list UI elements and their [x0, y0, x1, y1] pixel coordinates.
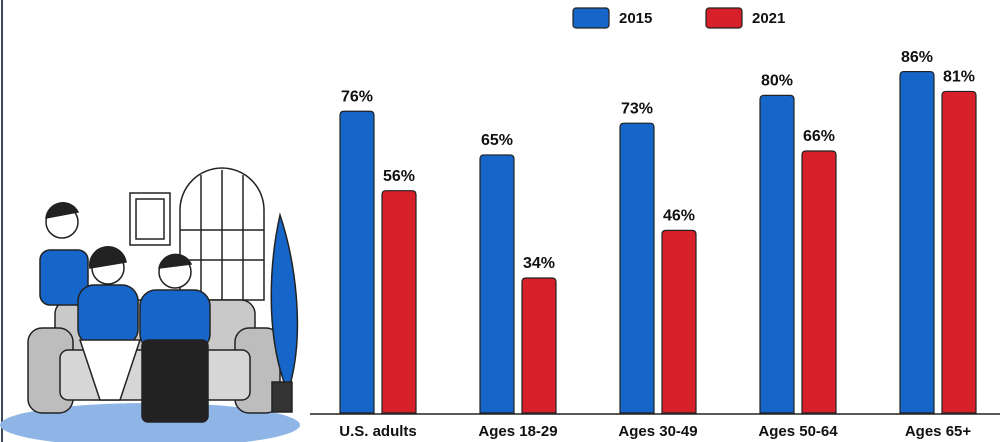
x-tick-label: Ages 18-29	[478, 423, 557, 440]
value-label: 81%	[943, 69, 975, 86]
value-label: 76%	[341, 88, 373, 105]
x-tick-label: U.S. adults	[339, 423, 417, 440]
value-label: 46%	[663, 208, 695, 225]
value-label: 73%	[621, 100, 653, 117]
bar	[521, 277, 557, 414]
x-tick-label: Ages 65+	[905, 423, 972, 440]
value-label: 66%	[803, 128, 835, 145]
value-label: 86%	[901, 49, 933, 66]
bar	[381, 190, 417, 414]
value-label: 65%	[481, 132, 513, 149]
value-label: 34%	[523, 255, 555, 272]
value-label: 80%	[761, 73, 793, 90]
legend-label: 2021	[752, 10, 785, 27]
legend-label: 2015	[619, 10, 652, 27]
legend-swatch	[705, 7, 743, 29]
bar	[619, 122, 655, 414]
x-tick-label: Ages 50-64	[758, 423, 838, 440]
value-label: 56%	[383, 168, 415, 185]
bar	[941, 90, 977, 414]
bar	[339, 110, 375, 414]
illustration	[0, 167, 300, 442]
x-tick-label: Ages 30-49	[618, 423, 697, 440]
bar	[801, 150, 837, 414]
bar	[479, 154, 515, 414]
legend-swatch	[572, 7, 610, 29]
bar	[759, 94, 795, 414]
bar	[661, 229, 697, 414]
bar	[899, 70, 935, 414]
